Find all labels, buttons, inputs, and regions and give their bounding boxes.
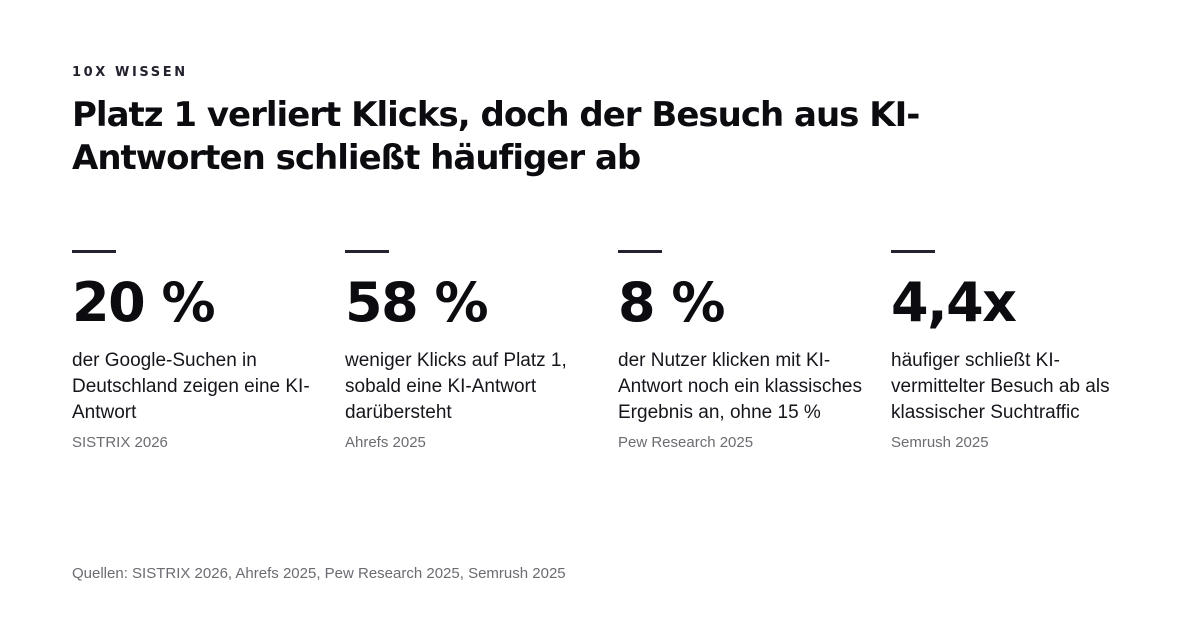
stat-item: 8 % der Nutzer klicken mit KI-Antwort no… — [618, 250, 891, 452]
stat-divider — [618, 250, 662, 253]
infographic-card: 10X WISSEN Platz 1 verliert Klicks, doch… — [72, 0, 1142, 630]
stat-item: 20 % der Google-Suchen in Deutschland ze… — [72, 250, 345, 452]
stat-item: 4,4x häufiger schließt KI-vermittelter B… — [891, 250, 1164, 452]
stat-value: 8 % — [618, 271, 725, 334]
stats-row: 20 % der Google-Suchen in Deutschland ze… — [72, 250, 1142, 452]
sources-footnote: Quellen: SISTRIX 2026, Ahrefs 2025, Pew … — [72, 565, 566, 582]
stat-description: häufiger schließt KI-vermittelter Besuch… — [891, 350, 1110, 423]
stat-value: 58 % — [345, 271, 489, 334]
stat-source: Ahrefs 2025 — [345, 434, 426, 451]
stat-source: SISTRIX 2026 — [72, 434, 168, 451]
stat-description: weniger Klicks auf Platz 1, sobald eine … — [345, 350, 567, 423]
stat-description: der Google-Suchen in Deutschland zeigen … — [72, 350, 310, 423]
stat-description: der Nutzer klicken mit KI-Antwort noch e… — [618, 350, 862, 423]
stat-value: 20 % — [72, 271, 216, 334]
stat-divider — [72, 250, 116, 253]
stat-source: Semrush 2025 — [891, 434, 989, 451]
stat-item: 58 % weniger Klicks auf Platz 1, sobald … — [345, 250, 618, 452]
page-title: Platz 1 verliert Klicks, doch der Besuch… — [72, 95, 920, 178]
stat-divider — [345, 250, 389, 253]
stat-source: Pew Research 2025 — [618, 434, 754, 451]
eyebrow-label: 10X WISSEN — [72, 65, 188, 80]
stat-value: 4,4x — [891, 271, 1017, 334]
stat-divider — [891, 250, 935, 253]
